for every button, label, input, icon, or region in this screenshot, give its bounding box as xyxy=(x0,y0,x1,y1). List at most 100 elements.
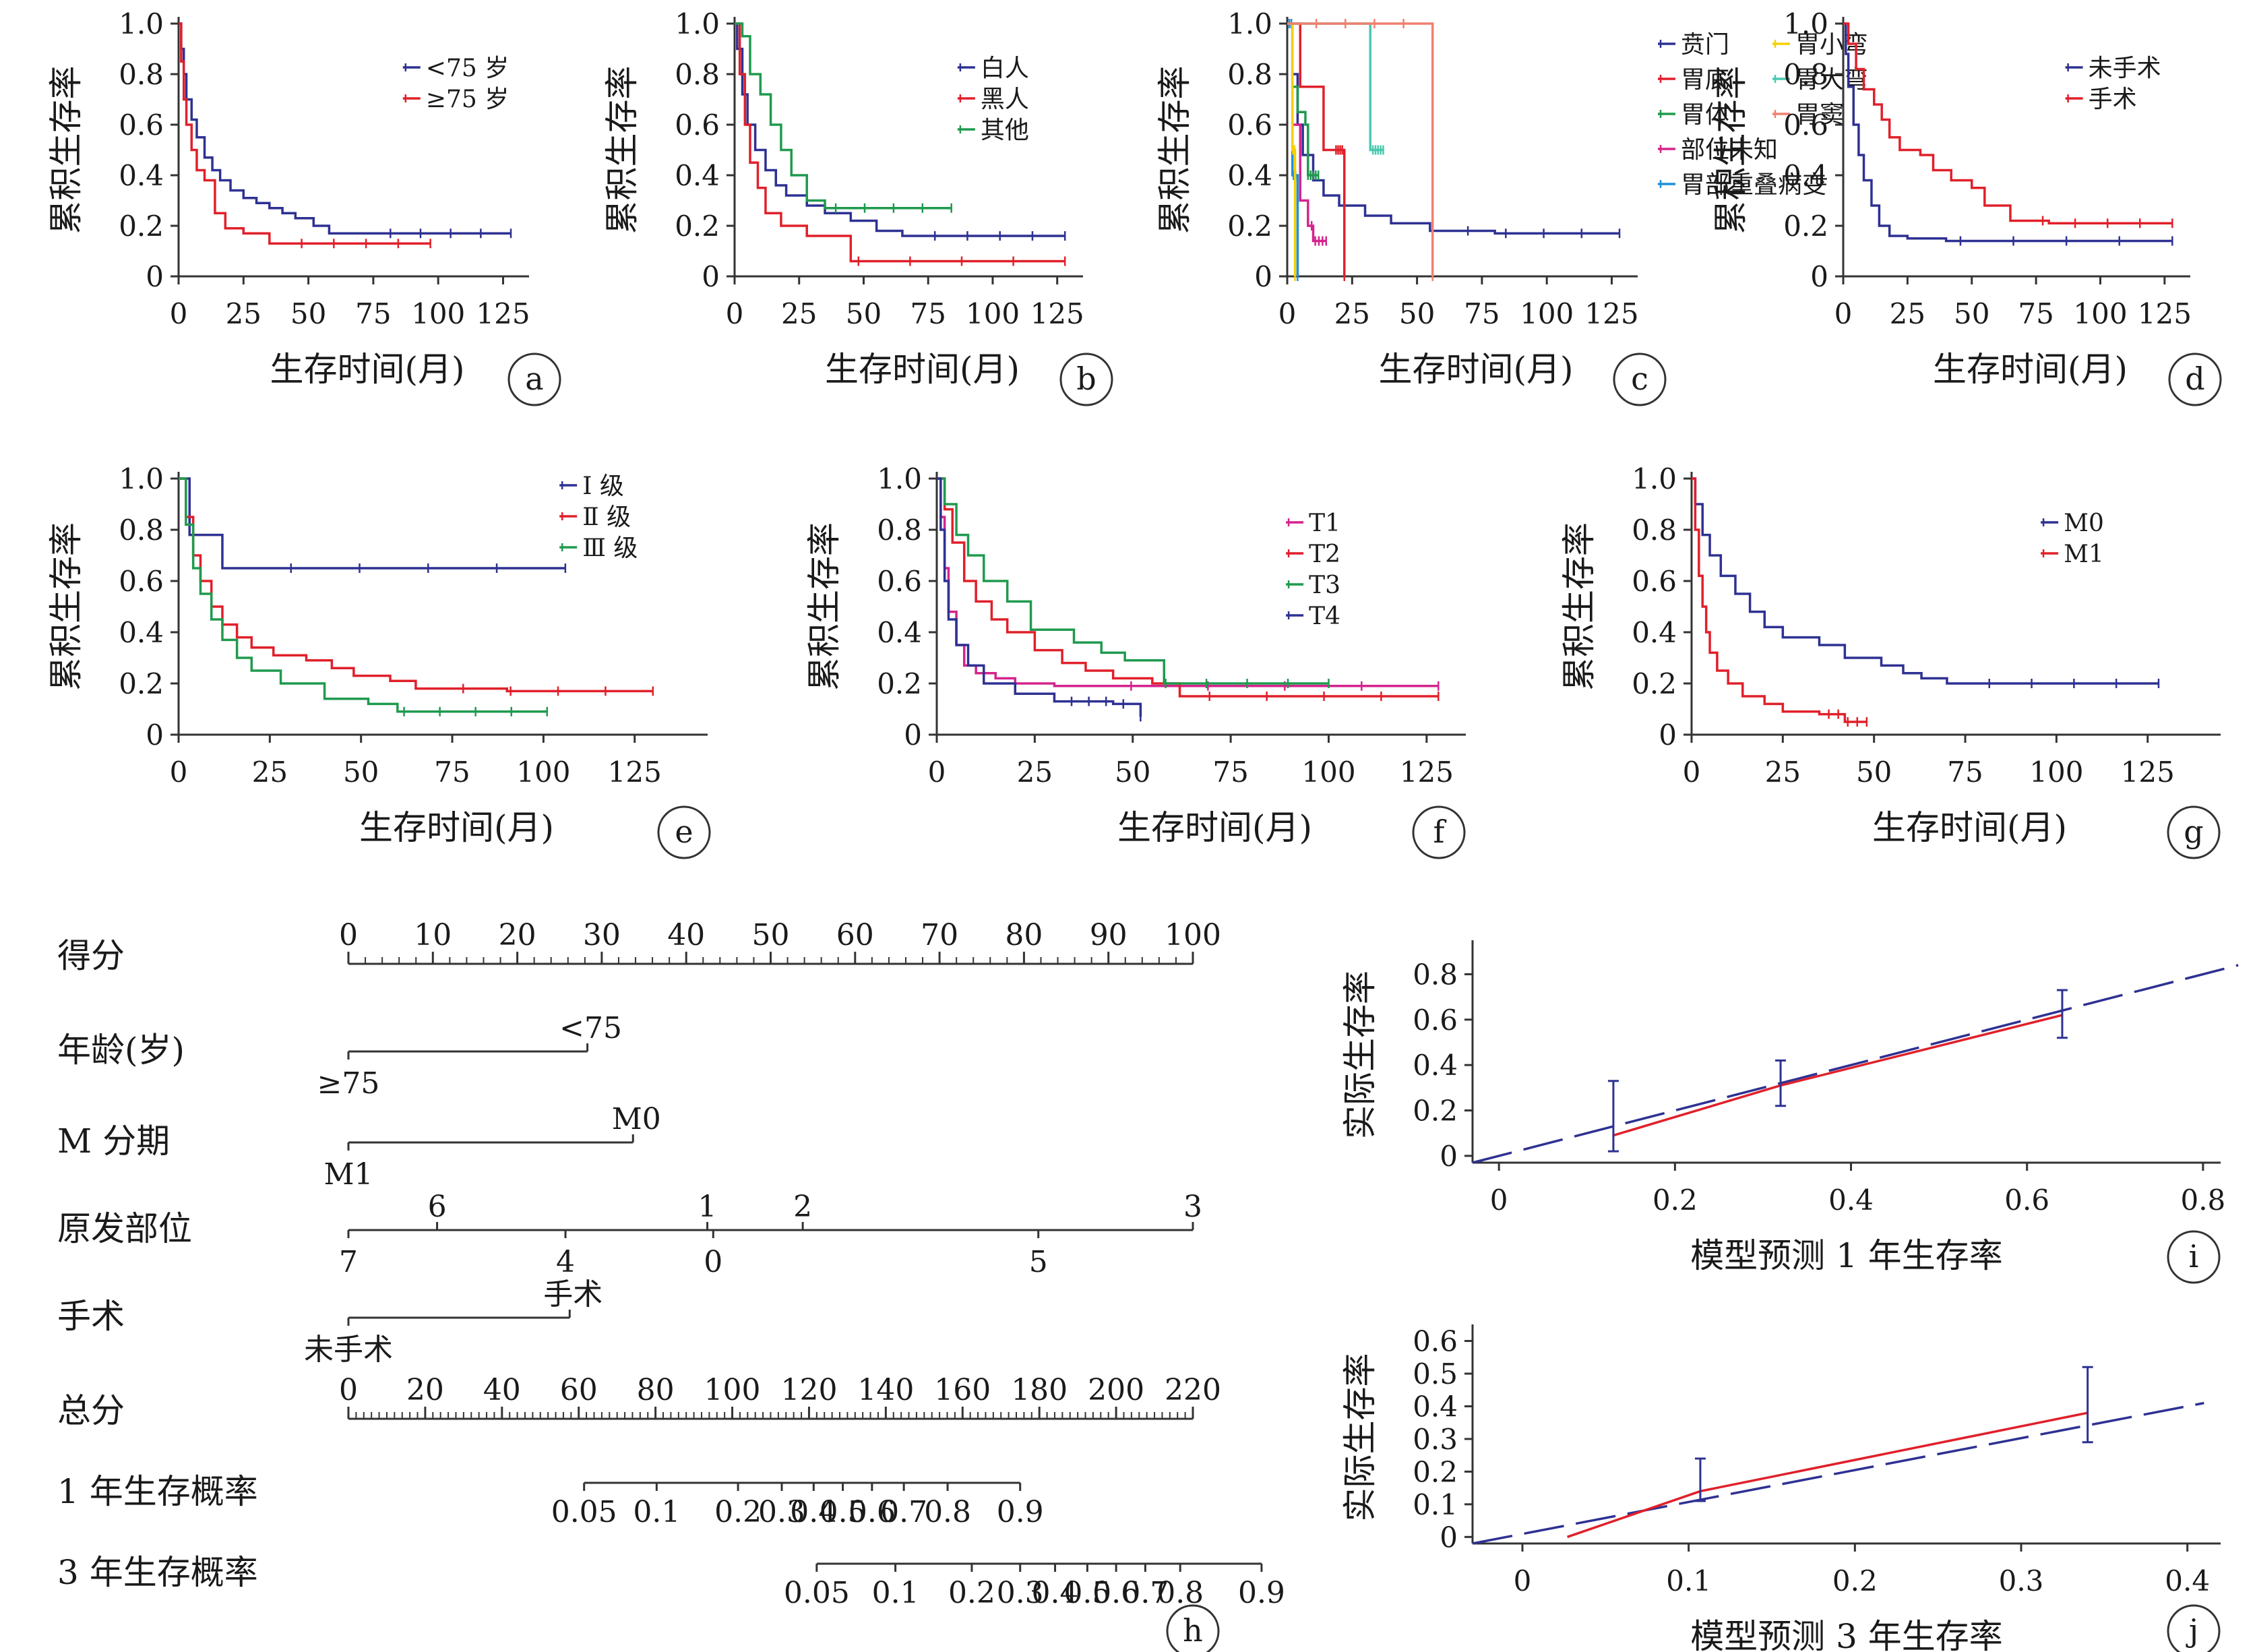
y-tick-label: 0.2 xyxy=(119,667,164,700)
y-tick-label: 1.0 xyxy=(1632,462,1677,495)
ideal-line xyxy=(1472,1401,2204,1545)
survival-curve-0 xyxy=(1692,477,2159,685)
x-tick-label: 0 xyxy=(1834,297,1853,330)
km-panel-f: 0 0.2 0.4 0.6 0.8 1.0 0 25 50 75 100 125 累积生存率生存时间(月… xyxy=(805,462,1466,859)
legend-label: 贲门 xyxy=(1681,31,1729,59)
panel-letter-circle xyxy=(2168,353,2222,406)
survival-curve-0 xyxy=(179,477,565,570)
nomogram-prob-label: 0.1 xyxy=(872,1576,919,1610)
y-tick-label: 0.4 xyxy=(1783,159,1828,192)
survival-curve-7 xyxy=(1287,22,1434,276)
x-tick-label: 0 xyxy=(170,756,188,789)
panel-letter-d: d xyxy=(2185,361,2204,397)
nomogram-tick-label: 120 xyxy=(780,1373,837,1407)
legend-label: 其他 xyxy=(981,117,1029,144)
nomogram-tick-label: 30 xyxy=(583,918,621,952)
x-tick-label: 25 xyxy=(1017,756,1053,789)
x-tick-label: 50 xyxy=(846,297,882,330)
nomogram-prob-label: 0.7 xyxy=(880,1495,927,1529)
y-axis-label: 累积生存率 xyxy=(805,522,844,691)
y-axis-label: 累积生存率 xyxy=(1711,66,1750,235)
x-tick-label: 75 xyxy=(434,756,470,789)
x-tick-label: 0.4 xyxy=(1828,1184,1874,1217)
x-tick-label: 0 xyxy=(170,297,188,330)
y-tick-label: 1.0 xyxy=(119,7,164,40)
survival-curve-0 xyxy=(937,477,1439,687)
x-tick-label: 50 xyxy=(1954,297,1989,330)
nomogram-tick-label: 100 xyxy=(704,1373,761,1407)
nomogram-prob-label: 0.2 xyxy=(714,1495,762,1529)
calibration-panel-j: 00.10.20.30.40.50.60 0.1 0.2 0.3 0.4实际生存率模型预… xyxy=(1340,1324,2221,1652)
nomogram-tick-label: 20 xyxy=(499,918,536,952)
panel-letter-g: g xyxy=(2184,814,2203,850)
y-tick-label: 0.6 xyxy=(1783,109,1828,142)
x-tick-label: 25 xyxy=(226,297,261,330)
y-tick-label: 1.0 xyxy=(1227,7,1272,40)
survival-curve-0 xyxy=(1843,22,2173,243)
panel-letter-circle xyxy=(507,353,561,406)
y-axis-label: 累积生存率 xyxy=(1559,522,1599,691)
x-tick-label: 75 xyxy=(1464,297,1500,330)
panel-letter-circle xyxy=(2167,805,2221,859)
legend-label: T3 xyxy=(1309,572,1340,599)
x-tick-label: 125 xyxy=(2121,756,2175,789)
legend-label: ≥75 岁 xyxy=(426,86,509,113)
x-axis-label: 生存时间(月) xyxy=(1872,808,2067,847)
nomogram-row-label: 总分 xyxy=(57,1391,125,1430)
nomogram-tick-label: 220 xyxy=(1165,1373,1221,1407)
legend-label: T4 xyxy=(1309,603,1340,630)
x-tick-label: 0.8 xyxy=(2180,1184,2225,1217)
panel-letter-circle xyxy=(2167,1230,2221,1284)
survival-curve-1 xyxy=(179,477,653,693)
nomogram-tick-label: 200 xyxy=(1088,1373,1144,1407)
x-tick-label: 0 xyxy=(928,756,946,789)
y-tick-label: 1.0 xyxy=(119,462,164,495)
survival-curve-1 xyxy=(937,477,1439,698)
survival-curve-3 xyxy=(937,477,1142,717)
legend-label: 部位未知 xyxy=(1681,136,1778,164)
x-tick-label: 100 xyxy=(966,297,1020,330)
survival-curve-1 xyxy=(735,22,1065,263)
nomogram-mark-label: M0 xyxy=(612,1102,661,1136)
survival-curve-0 xyxy=(1287,22,1620,235)
y-tick-label: 0.2 xyxy=(1227,210,1272,243)
nomogram-tick-label: 100 xyxy=(1165,918,1221,952)
x-axis-label: 生存时间(月) xyxy=(825,350,1020,389)
nomogram-prob-label: 0.05 xyxy=(784,1576,850,1610)
y-tick-label: 0 xyxy=(904,718,922,752)
nomogram-mark-label: M1 xyxy=(323,1157,373,1192)
x-axis-label: 模型预测 1 年生存率 xyxy=(1690,1236,2003,1275)
nomogram-tick-label: 20 xyxy=(406,1373,444,1407)
legend-label: T2 xyxy=(1309,541,1340,568)
nomogram-mark-label: 7 xyxy=(339,1245,358,1279)
x-axis-label: 生存时间(月) xyxy=(1933,350,2128,389)
y-axis-label: 累积生存率 xyxy=(603,66,642,235)
panel-letter-circle xyxy=(1166,1604,1220,1652)
x-tick-label: 100 xyxy=(411,297,465,330)
x-tick-label: 100 xyxy=(2073,297,2127,330)
y-tick-label: 0.4 xyxy=(877,616,922,649)
legend: T1 T2 T3 T4 xyxy=(1286,510,1340,630)
y-tick-label: 1.0 xyxy=(877,462,922,495)
y-tick-label: 0.6 xyxy=(1413,1004,1458,1037)
nomogram-row-label: 手术 xyxy=(57,1297,125,1336)
panel-letter-circle xyxy=(1059,353,1113,406)
y-axis-label: 实际生存率 xyxy=(1340,971,1380,1139)
legend-label: Ⅰ 级 xyxy=(582,472,624,500)
nomogram-mark-label: ≥75 xyxy=(317,1066,380,1101)
survival-curve-2 xyxy=(937,477,1329,685)
panel-letter-circle xyxy=(657,805,711,859)
x-tick-label: 125 xyxy=(476,297,530,330)
nomogram-prob-label: 0.05 xyxy=(551,1495,617,1529)
y-tick-label: 0.2 xyxy=(1632,667,1677,700)
y-tick-label: 0.4 xyxy=(1413,1049,1458,1082)
observed-line xyxy=(1613,1014,2063,1137)
y-tick-label: 0.8 xyxy=(1413,958,1458,991)
nomogram-mark-label: 5 xyxy=(1029,1245,1048,1279)
y-tick-label: 0.8 xyxy=(877,514,922,547)
x-tick-label: 75 xyxy=(910,297,946,330)
panel-letter-c: c xyxy=(1631,361,1648,397)
legend-label: <75 岁 xyxy=(426,55,509,82)
